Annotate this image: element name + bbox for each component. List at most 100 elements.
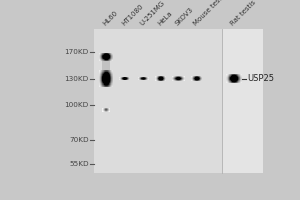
Bar: [109, 76, 110, 77]
Bar: [104, 82, 105, 83]
Bar: [232, 82, 233, 83]
Bar: [229, 78, 230, 79]
Bar: [102, 81, 103, 82]
Bar: [99, 85, 100, 86]
Bar: [105, 83, 106, 84]
Bar: [232, 80, 233, 81]
Bar: [101, 79, 102, 80]
Bar: [241, 82, 242, 83]
Bar: [101, 58, 102, 59]
Bar: [232, 78, 233, 79]
Bar: [106, 79, 107, 80]
Bar: [103, 83, 104, 84]
Bar: [232, 81, 233, 82]
Bar: [102, 83, 103, 84]
Bar: [111, 53, 112, 54]
Bar: [106, 82, 107, 83]
Bar: [105, 60, 106, 61]
Bar: [103, 70, 104, 71]
Bar: [241, 74, 242, 75]
Bar: [99, 80, 100, 81]
Bar: [107, 79, 108, 80]
Bar: [109, 74, 110, 75]
Bar: [105, 70, 106, 71]
Bar: [112, 57, 113, 58]
Bar: [105, 55, 106, 56]
Bar: [110, 78, 111, 79]
Bar: [237, 82, 238, 83]
Text: Mouse testis: Mouse testis: [193, 0, 228, 27]
Bar: [107, 84, 108, 85]
Bar: [234, 74, 235, 75]
Bar: [236, 77, 237, 78]
Bar: [230, 74, 231, 75]
Bar: [228, 78, 229, 79]
Bar: [105, 58, 106, 59]
Text: HL60: HL60: [102, 10, 119, 27]
Bar: [238, 74, 239, 75]
Bar: [103, 56, 104, 57]
Bar: [111, 54, 112, 55]
Bar: [104, 70, 105, 71]
Bar: [106, 80, 107, 81]
Bar: [112, 76, 113, 77]
Bar: [112, 79, 113, 80]
Bar: [111, 73, 112, 74]
Text: 100KD: 100KD: [64, 102, 89, 108]
Bar: [111, 56, 112, 57]
Bar: [100, 54, 101, 55]
Bar: [101, 76, 102, 77]
Bar: [110, 72, 111, 73]
Bar: [110, 83, 111, 84]
Bar: [106, 53, 107, 54]
Bar: [226, 74, 227, 75]
Bar: [228, 75, 229, 76]
Bar: [100, 81, 101, 82]
Bar: [104, 56, 105, 57]
Bar: [112, 78, 113, 79]
Bar: [235, 80, 236, 81]
Bar: [105, 76, 106, 77]
Bar: [111, 85, 112, 86]
Bar: [105, 73, 106, 74]
Bar: [108, 71, 109, 72]
Bar: [111, 79, 112, 80]
Bar: [100, 79, 101, 80]
Bar: [103, 53, 104, 54]
Bar: [230, 78, 231, 79]
Bar: [99, 55, 100, 56]
Bar: [240, 79, 241, 80]
Bar: [239, 75, 240, 76]
Bar: [100, 74, 101, 75]
Bar: [107, 85, 108, 86]
Bar: [100, 77, 101, 78]
Bar: [237, 78, 238, 79]
Bar: [234, 81, 235, 82]
Bar: [108, 58, 109, 59]
Bar: [100, 72, 101, 73]
Bar: [99, 84, 100, 85]
Bar: [106, 77, 107, 78]
Bar: [104, 72, 105, 73]
Bar: [104, 77, 105, 78]
Bar: [100, 57, 101, 58]
Bar: [233, 74, 234, 75]
Bar: [235, 78, 236, 79]
Bar: [101, 73, 102, 74]
Bar: [237, 80, 238, 81]
Bar: [111, 74, 112, 75]
Bar: [108, 57, 109, 58]
Bar: [105, 75, 106, 76]
Bar: [101, 55, 102, 56]
Bar: [105, 78, 106, 79]
Bar: [101, 60, 102, 61]
Bar: [108, 70, 109, 71]
Bar: [104, 81, 105, 82]
Bar: [229, 76, 230, 77]
Bar: [226, 81, 227, 82]
Bar: [99, 60, 100, 61]
Bar: [101, 82, 102, 83]
Bar: [232, 75, 233, 76]
Bar: [232, 76, 233, 77]
Bar: [100, 78, 101, 79]
